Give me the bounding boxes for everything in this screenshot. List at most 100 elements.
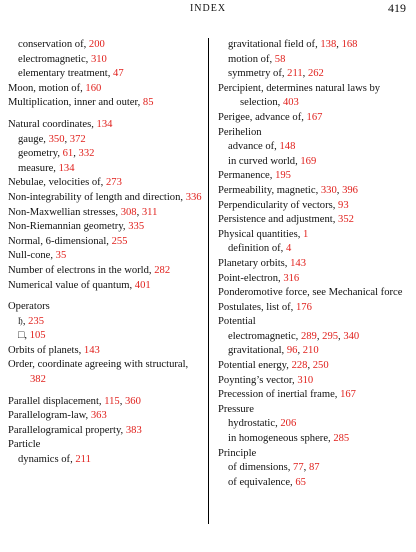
entry-text: Normal, 6-dimensional, <box>8 235 112 247</box>
page-reference-link[interactable]: 1 <box>303 228 309 240</box>
page-reference-link[interactable]: 255 <box>111 235 128 247</box>
page-reference-link[interactable]: 134 <box>96 118 113 130</box>
page-reference-link[interactable]: 316 <box>283 272 300 284</box>
entry-text: Perpendicularity of vectors, <box>218 199 339 211</box>
page-reference-link[interactable]: 403 <box>282 97 299 109</box>
entry-text: Multiplication, inner and outer, <box>8 97 143 109</box>
page-reference-link[interactable]: 134 <box>58 162 75 174</box>
index-entry: Postulates, list of, 176 <box>218 301 412 316</box>
page-reference-link[interactable]: 340 <box>343 330 360 342</box>
page-reference-link[interactable]: 310 <box>90 53 107 65</box>
page-reference-link[interactable]: 282 <box>154 264 171 276</box>
page-reference-link[interactable]: 77 <box>293 462 304 474</box>
page-reference-link[interactable]: 176 <box>295 301 312 313</box>
entry-text: Null-cone, <box>8 250 56 262</box>
index-entry: Physical quantities, 1 <box>218 228 412 243</box>
entry-text: Numerical value of quantum, <box>8 279 135 291</box>
page-reference-link[interactable]: 262 <box>307 68 324 80</box>
page-reference-link[interactable]: 285 <box>333 433 350 445</box>
page-reference-link[interactable]: 350 <box>48 133 65 145</box>
page-reference-link[interactable]: 330 <box>320 184 337 196</box>
page-reference-link[interactable]: 65 <box>295 476 306 488</box>
page-header: INDEX 419 <box>0 0 416 22</box>
page-reference-link[interactable]: 363 <box>90 410 107 422</box>
index-subentry: □, 105 <box>8 329 203 344</box>
page-reference-link[interactable]: 310 <box>297 374 314 386</box>
page-reference-link[interactable]: 211 <box>287 68 303 80</box>
index-column-right: gravitational field of, 138, 168 motion o… <box>218 38 412 490</box>
page-reference-link[interactable]: 138 <box>320 39 337 50</box>
index-entry: Point-electron, 316 <box>218 272 412 287</box>
page-reference-link[interactable]: 160 <box>85 82 102 94</box>
entry-text: 𝔥, <box>18 315 29 327</box>
index-entry: Ponderomotive force, see Mechanical forc… <box>218 286 412 301</box>
page-reference-link[interactable]: 352 <box>338 214 354 226</box>
page-reference-link[interactable]: 273 <box>105 177 122 189</box>
entry-text: conservation of, <box>18 39 89 50</box>
page-reference-link[interactable]: 295 <box>322 330 339 342</box>
page-reference-link[interactable]: 105 <box>29 330 46 342</box>
entry-text: Point-electron, <box>218 272 284 284</box>
page-reference-link[interactable]: 85 <box>142 97 154 109</box>
page-reference-link[interactable]: 93 <box>338 199 349 211</box>
entry-text: Poynting’s vector, <box>218 374 298 386</box>
page-reference-link[interactable]: 61 <box>62 148 74 160</box>
entry-text: in curved world, <box>228 155 301 167</box>
index-entry: Non-Riemannian geometry, 335 <box>8 220 203 235</box>
page-reference-link[interactable]: 96 <box>286 345 298 357</box>
page-reference-link[interactable]: 335 <box>128 221 145 233</box>
page-number: 419 <box>388 1 406 15</box>
entry-text: in homogeneous sphere, <box>228 433 334 445</box>
page-reference-link[interactable]: 115 <box>104 395 120 407</box>
page-reference-link[interactable]: 235 <box>28 315 45 327</box>
entry-text: Non-Maxwellian stresses, <box>8 206 121 218</box>
page-reference-link[interactable]: 383 <box>125 424 142 436</box>
entry-text: Particle <box>8 439 41 451</box>
page-reference-link[interactable]: 396 <box>342 184 358 196</box>
page-reference-link[interactable]: 35 <box>55 250 67 262</box>
page-reference-link[interactable]: 372 <box>69 133 86 145</box>
page-reference-link[interactable]: 167 <box>306 111 323 123</box>
page-reference-link[interactable]: 401 <box>134 279 151 291</box>
page-reference-link[interactable]: 143 <box>290 257 306 269</box>
page-reference-link[interactable]: 58 <box>274 53 286 65</box>
index-entry: Perihelion <box>218 126 412 141</box>
page-reference-link[interactable]: 250 <box>312 360 329 372</box>
entry-text: motion of, <box>228 53 275 65</box>
page-reference-link[interactable]: 206 <box>280 418 297 430</box>
entry-text: gravitational field of, <box>228 39 321 50</box>
index-entry: Nebulae, velocities of, 273 <box>8 176 203 191</box>
page-reference-link[interactable]: 169 <box>300 155 317 167</box>
entry-text: Parallelogram-law, <box>8 410 91 422</box>
page-reference-link[interactable]: 228 <box>291 360 308 372</box>
page-reference-link[interactable]: 168 <box>341 39 358 50</box>
index-entry: Orbits of planets, 143 <box>8 344 203 359</box>
page-reference-link[interactable]: 200 <box>88 39 105 50</box>
page-reference-link[interactable]: 336 <box>185 191 202 203</box>
entry-text: Operators <box>8 301 50 313</box>
page-reference-link[interactable]: 195 <box>275 170 291 182</box>
page-reference-link[interactable]: 311 <box>141 206 158 218</box>
entry-text: Physical quantities, <box>218 228 304 240</box>
page-reference-link[interactable]: 211 <box>75 454 91 466</box>
page-reference-link[interactable]: 87 <box>308 462 320 474</box>
page-reference-link[interactable]: 47 <box>113 68 124 80</box>
page-reference-link[interactable]: 148 <box>279 141 296 153</box>
page-reference-link[interactable]: 382 <box>30 374 46 386</box>
page-reference-link[interactable]: 143 <box>83 344 100 356</box>
page-reference-link[interactable]: 4 <box>285 243 292 255</box>
page-reference-link[interactable]: 308 <box>120 206 137 218</box>
index-entry: Null-cone, 35 <box>8 249 203 264</box>
page-reference-link[interactable]: 167 <box>340 389 356 401</box>
entry-text: definition of, <box>228 243 286 255</box>
entry-text: symmetry of, <box>228 68 288 80</box>
page-reference-link[interactable]: 332 <box>78 148 95 160</box>
index-entry: Non-Maxwellian stresses, 308, 311 <box>8 206 158 218</box>
entry-text: Nebulae, velocities of, <box>8 177 106 189</box>
entry-text: Non-integrability of length and directio… <box>8 191 186 203</box>
page-reference-link[interactable]: 360 <box>125 395 141 407</box>
index-subentry: advance of, 148 <box>218 140 412 155</box>
page-reference-link[interactable]: 289 <box>300 330 317 342</box>
page-reference-link[interactable]: 210 <box>302 345 319 357</box>
entry-text: Percipient, determines natural laws by s… <box>218 82 381 109</box>
